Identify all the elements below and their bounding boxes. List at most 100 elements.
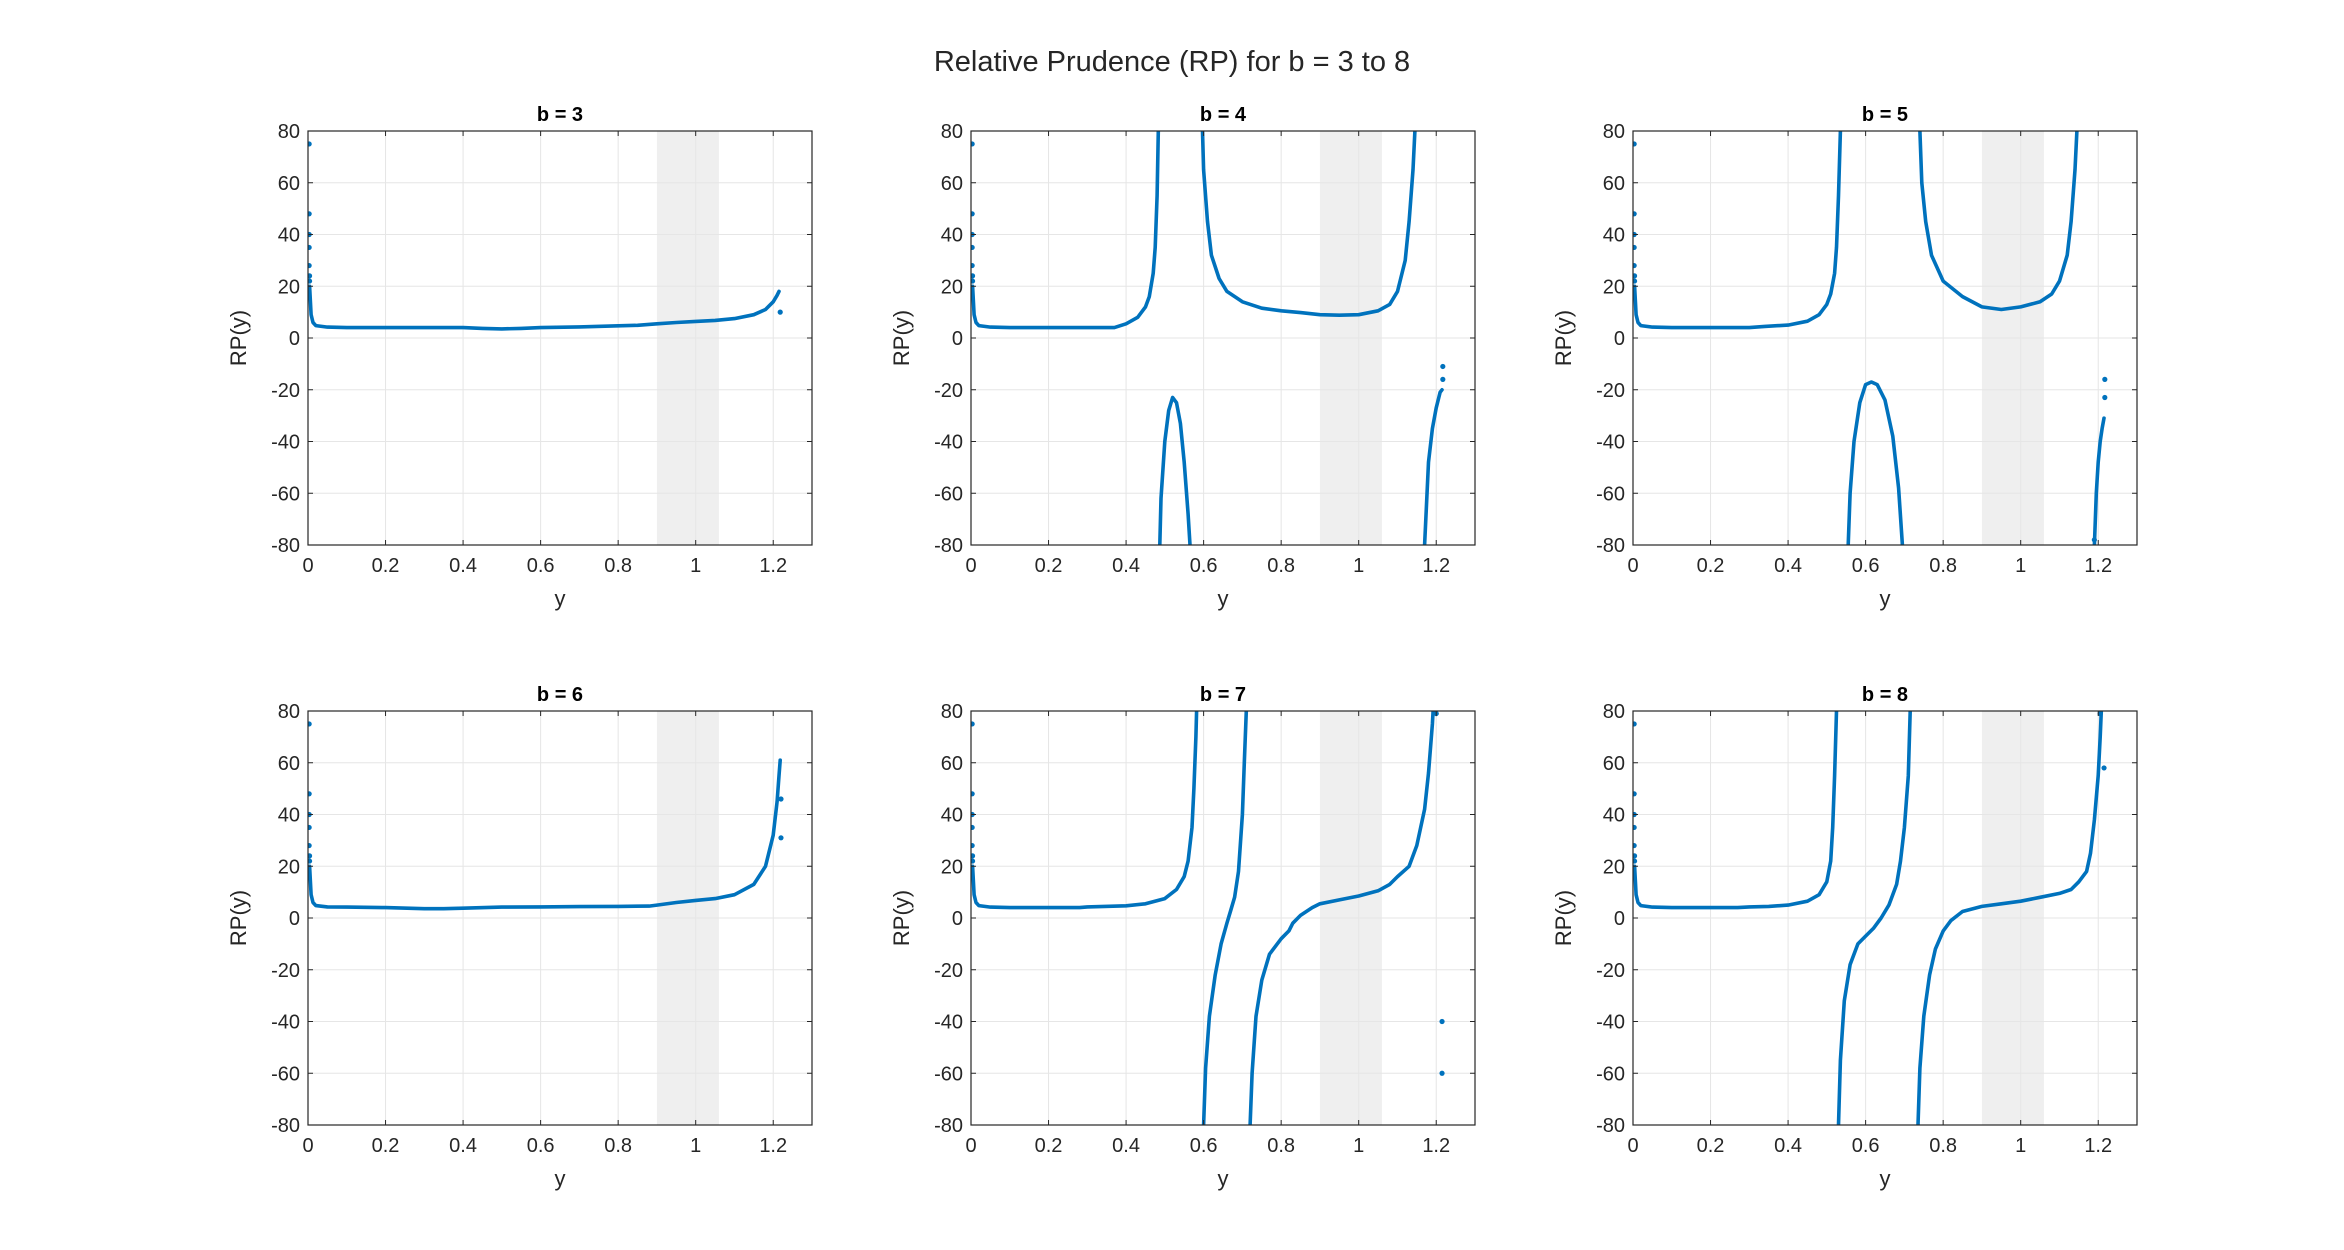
data-point xyxy=(308,824,312,831)
data-point xyxy=(971,141,975,147)
figure-title: Relative Prudence (RP) for b = 3 to 8 xyxy=(933,46,1411,78)
x-tick-label: 1.2 xyxy=(1422,1135,1450,1157)
y-tick-label: -80 xyxy=(934,535,963,557)
x-tick-label: 1.2 xyxy=(2084,1135,2112,1157)
data-point xyxy=(971,262,975,269)
subplot-1: 0 0.2 0.4 0.6 0.8 1 1.2 -80 -60 -40 -20 0 20 40 60 80 b … xyxy=(226,104,813,611)
subplot-3: 0 0.2 0.4 0.6 0.8 1 1.2 -80 -60 -40 -20 0 20 40 60 80 b … xyxy=(1551,104,2138,611)
x-tick-label: 1 xyxy=(1353,555,1364,577)
data-point xyxy=(971,244,975,251)
series-line-segment xyxy=(971,131,1161,330)
x-tick-label: 0.8 xyxy=(1267,1135,1295,1157)
data-point xyxy=(1440,376,1446,382)
y-tick-label: -60 xyxy=(271,1063,300,1085)
series-line-segment xyxy=(308,758,782,911)
y-tick-label: 60 xyxy=(278,753,300,775)
x-tick-label: 0.6 xyxy=(1852,555,1880,577)
x-tick-label: 0.6 xyxy=(1852,1135,1880,1157)
data-point xyxy=(971,273,976,279)
x-tick-label: 0.8 xyxy=(604,555,632,577)
y-tick-label: 40 xyxy=(941,805,963,827)
x-tick-label: 1.2 xyxy=(759,1135,787,1157)
y-tick-label: -20 xyxy=(271,960,300,982)
y-tick-label: -60 xyxy=(1596,483,1625,505)
y-tick-label: -60 xyxy=(271,483,300,505)
y-axis-label: RP(y) xyxy=(1551,890,1576,946)
y-tick-label: 60 xyxy=(1603,173,1625,195)
y-axis-label: RP(y) xyxy=(226,310,251,366)
series-line-segment xyxy=(1918,131,2079,312)
series-line-segment xyxy=(1846,380,1905,545)
y-tick-label: -40 xyxy=(934,1012,963,1034)
series-line-segment xyxy=(308,284,781,331)
y-tick-label: -60 xyxy=(1596,1063,1625,1085)
x-tick-label: 0.8 xyxy=(1929,555,1957,577)
x-axis-label: y xyxy=(1880,586,1891,611)
series-line-segment xyxy=(1916,711,2104,1125)
y-tick-label: -60 xyxy=(934,1063,963,1085)
data-point xyxy=(1633,721,1637,727)
y-tick-label: -40 xyxy=(934,432,963,454)
x-axis-label: y xyxy=(1218,586,1229,611)
data-point xyxy=(1633,791,1637,797)
y-tick-label: 80 xyxy=(1603,121,1625,143)
y-tick-label: -80 xyxy=(1596,535,1625,557)
y-tick-label: 40 xyxy=(1603,805,1625,827)
y-tick-label: -40 xyxy=(271,1012,300,1034)
data-point xyxy=(971,278,976,284)
x-axis-label: y xyxy=(1218,1166,1229,1191)
x-tick-label: 1 xyxy=(690,1135,701,1157)
data-point xyxy=(1633,278,1638,284)
y-axis-label: RP(y) xyxy=(889,890,914,946)
x-tick-label: 0.2 xyxy=(372,1135,400,1157)
x-tick-label: 1 xyxy=(690,555,701,577)
series-line-segment xyxy=(1422,388,1444,545)
y-tick-label: 20 xyxy=(278,276,300,298)
data-point xyxy=(1633,244,1637,251)
data-point xyxy=(1633,824,1637,831)
y-tick-label: 40 xyxy=(1603,225,1625,247)
y-axis-label: RP(y) xyxy=(1551,310,1576,366)
x-tick-label: 1 xyxy=(2015,555,2026,577)
x-tick-label: 0 xyxy=(302,555,313,577)
y-tick-label: 0 xyxy=(1614,908,1625,930)
y-tick-label: 80 xyxy=(278,701,300,723)
data-point xyxy=(971,858,976,864)
data-point xyxy=(1633,141,1637,147)
y-tick-label: 20 xyxy=(1603,856,1625,878)
x-tick-label: 0 xyxy=(302,1135,313,1157)
series-line-segment xyxy=(1201,711,1249,1125)
y-tick-label: 20 xyxy=(941,276,963,298)
subplot-title: b = 4 xyxy=(1200,104,1247,126)
data-point xyxy=(971,721,975,727)
y-tick-label: -40 xyxy=(1596,1012,1625,1034)
y-tick-label: -80 xyxy=(271,535,300,557)
data-point xyxy=(1633,211,1637,217)
subplot-4: 0 0.2 0.4 0.6 0.8 1 1.2 -80 -60 -40 -20 0 20 40 60 80 b … xyxy=(226,684,813,1191)
y-tick-label: 20 xyxy=(941,856,963,878)
x-tick-label: 0.2 xyxy=(1697,555,1725,577)
x-axis-label: y xyxy=(1880,1166,1891,1191)
data-point xyxy=(1439,1070,1445,1076)
data-point xyxy=(308,211,312,217)
y-tick-label: -40 xyxy=(1596,432,1625,454)
data-point xyxy=(971,853,976,859)
data-point xyxy=(308,273,313,279)
series-line-segment xyxy=(1158,395,1192,545)
y-axis-label: RP(y) xyxy=(889,310,914,366)
x-axis-label: y xyxy=(555,586,566,611)
x-tick-label: 0.4 xyxy=(1774,1135,1802,1157)
y-tick-label: -20 xyxy=(934,960,963,982)
data-point xyxy=(971,211,975,217)
subplot-6: 0 0.2 0.4 0.6 0.8 1 1.2 -80 -60 -40 -20 0 20 40 60 80 b … xyxy=(1551,684,2138,1191)
x-tick-label: 0 xyxy=(1627,1135,1638,1157)
y-tick-label: -20 xyxy=(934,380,963,402)
y-tick-label: 80 xyxy=(941,701,963,723)
x-tick-label: 1.2 xyxy=(2084,555,2112,577)
y-tick-label: -20 xyxy=(271,380,300,402)
data-point xyxy=(308,721,312,727)
series-line-segment xyxy=(971,711,1199,910)
data-point xyxy=(2102,394,2108,401)
y-tick-label: -40 xyxy=(271,432,300,454)
